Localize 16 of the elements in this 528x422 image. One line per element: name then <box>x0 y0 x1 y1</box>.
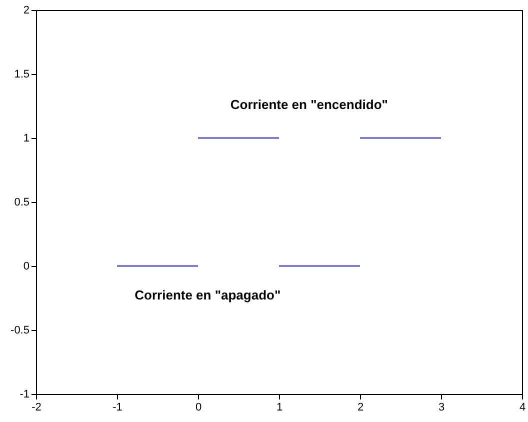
y-tick-label: 2 <box>23 4 30 16</box>
annotation: Corriente en "apagado" <box>134 287 281 302</box>
x-tick-label: -2 <box>32 402 42 414</box>
y-tick-label: 0.5 <box>14 196 30 208</box>
y-tick-label: 0 <box>23 260 30 272</box>
y-tick-label: 1.5 <box>14 68 30 80</box>
annotation: Corriente en "encendido" <box>230 96 388 112</box>
y-tick-label: -1 <box>20 388 30 400</box>
y-tick-label: -0.5 <box>10 324 30 336</box>
x-tick-label: 1 <box>276 402 283 414</box>
x-tick-label: 0 <box>195 402 202 414</box>
x-tick-label: -1 <box>112 402 122 414</box>
x-tick-label: 4 <box>519 402 526 414</box>
y-tick-label: 1 <box>23 132 30 144</box>
x-tick-label: 3 <box>438 402 445 414</box>
x-tick-label: 2 <box>357 402 364 414</box>
